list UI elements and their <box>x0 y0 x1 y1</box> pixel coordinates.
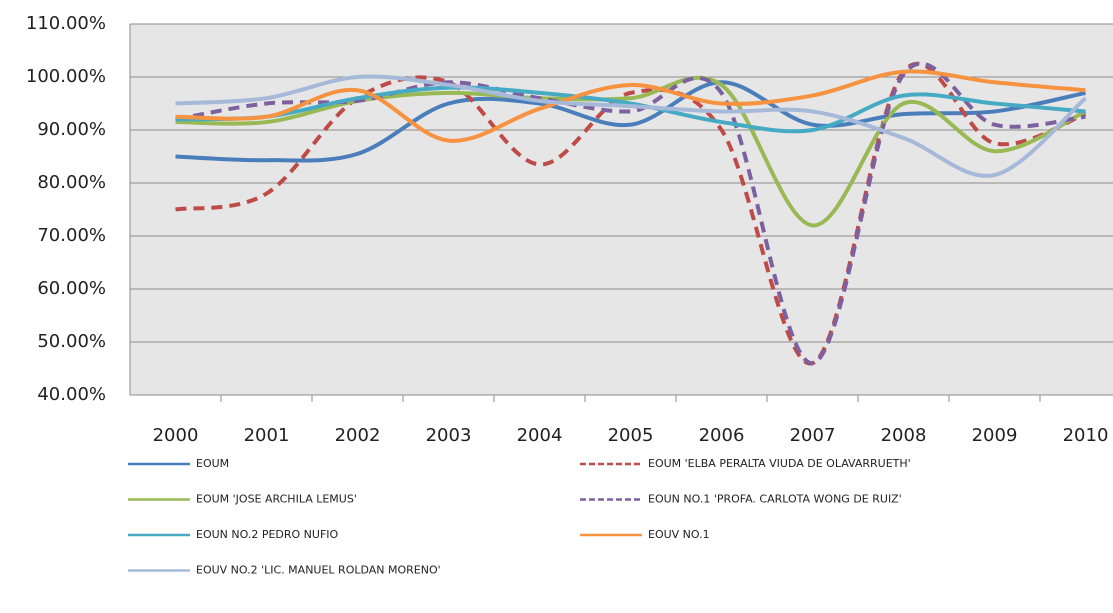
series-line <box>175 75 1087 228</box>
y-tick-label: 80.00% <box>37 172 106 193</box>
y-tick-label: 40.00% <box>37 384 106 405</box>
x-tick-label: 2005 <box>608 425 654 446</box>
y-tick-label: 60.00% <box>37 278 106 299</box>
y-tick-label: 90.00% <box>37 119 106 140</box>
x-tick-label: 2004 <box>517 425 563 446</box>
x-tick-label: 2002 <box>335 425 381 446</box>
legend-label: EOUN NO.1 'PROFA. CARLOTA WONG DE RUIZ' <box>648 493 902 506</box>
series-line <box>175 85 1086 134</box>
y-tick-label: 100.00% <box>26 66 106 87</box>
legend-label: EOUM 'ELBA PERALTA VIUDA DE OLAVARRUETH' <box>648 457 911 470</box>
x-tick-label: 2000 <box>153 425 199 446</box>
series-line <box>175 80 1086 163</box>
x-tick-label: 2006 <box>699 425 745 446</box>
x-tick-label: 2009 <box>972 425 1018 446</box>
x-tick-label: 2010 <box>1063 425 1109 446</box>
x-tick-label: 2003 <box>426 425 472 446</box>
legend-label: EOUM <box>196 457 229 470</box>
series-line <box>175 69 1086 143</box>
x-tick-label: 2007 <box>790 425 836 446</box>
legend-label: EOUV NO.2 'LIC. MANUEL ROLDAN MORENO' <box>196 564 441 577</box>
y-tick-label: 110.00% <box>26 13 106 34</box>
y-tick-label: 70.00% <box>37 225 106 246</box>
x-tick-label: 2008 <box>881 425 927 446</box>
legend-label: EOUN NO.2 PEDRO NUFIO <box>196 528 339 541</box>
x-tick-label: 2001 <box>244 425 290 446</box>
legend-label: EOUV NO.1 <box>648 528 710 541</box>
series-line <box>175 61 1086 366</box>
y-tick-label: 50.00% <box>37 331 106 352</box>
series-line <box>175 74 1087 178</box>
legend-label: EOUM 'JOSE ARCHILA LEMUS' <box>196 493 357 506</box>
